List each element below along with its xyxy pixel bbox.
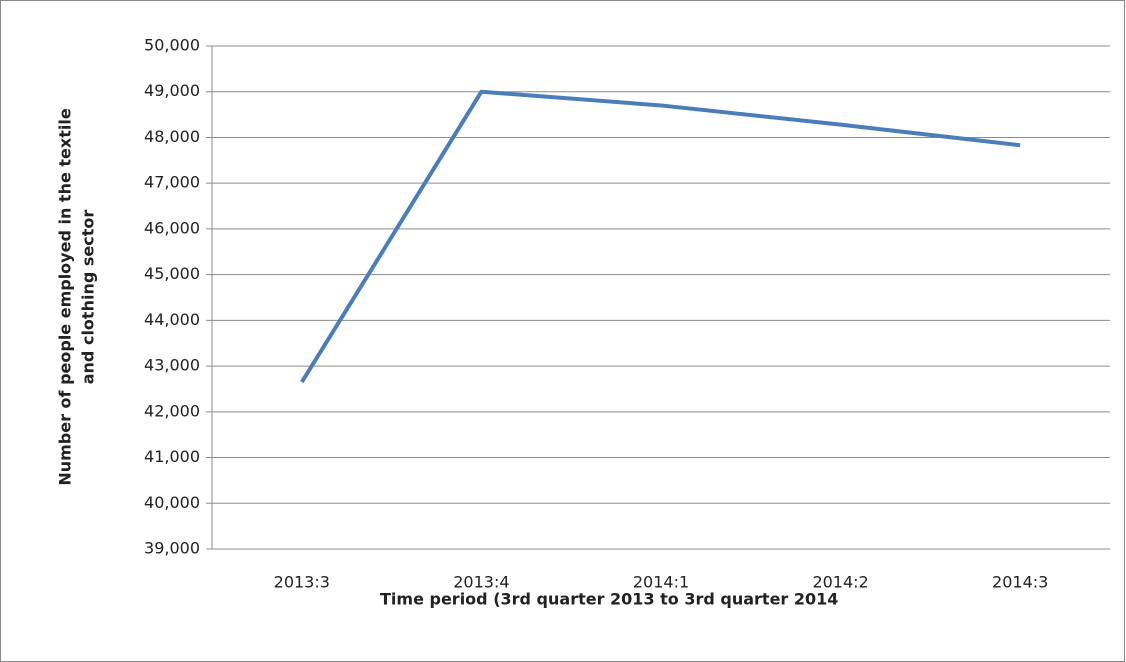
y-axis-label: and clothing sector: [79, 210, 98, 385]
y-tick-label: 41,000: [144, 447, 200, 466]
y-tick-label: 46,000: [144, 218, 200, 237]
y-tick-label: 40,000: [144, 493, 200, 512]
x-tick-label: 2013:4: [453, 573, 509, 592]
x-tick-label: 2014:1: [633, 573, 689, 592]
y-tick-label: 48,000: [144, 127, 200, 146]
y-tick-label: 39,000: [144, 539, 200, 558]
y-tick-label: 44,000: [144, 310, 200, 329]
y-tick-label: 50,000: [144, 36, 200, 55]
y-tick-label: 47,000: [144, 173, 200, 192]
data-line: [300, 89, 1021, 384]
y-tick-label: 49,000: [144, 81, 200, 100]
y-tick-label: 42,000: [144, 401, 200, 420]
y-tick-label: 43,000: [144, 356, 200, 375]
x-tick-label: 2014:2: [812, 573, 868, 592]
x-axis-label: Time period (3rd quarter 2013 to 3rd qua…: [380, 590, 838, 609]
y-axis-label: Number of people employed in the textile: [56, 108, 75, 486]
y-tick-label: 45,000: [144, 264, 200, 283]
x-tick-label: 2013:3: [274, 573, 330, 592]
x-tick-label: 2014:3: [992, 573, 1048, 592]
